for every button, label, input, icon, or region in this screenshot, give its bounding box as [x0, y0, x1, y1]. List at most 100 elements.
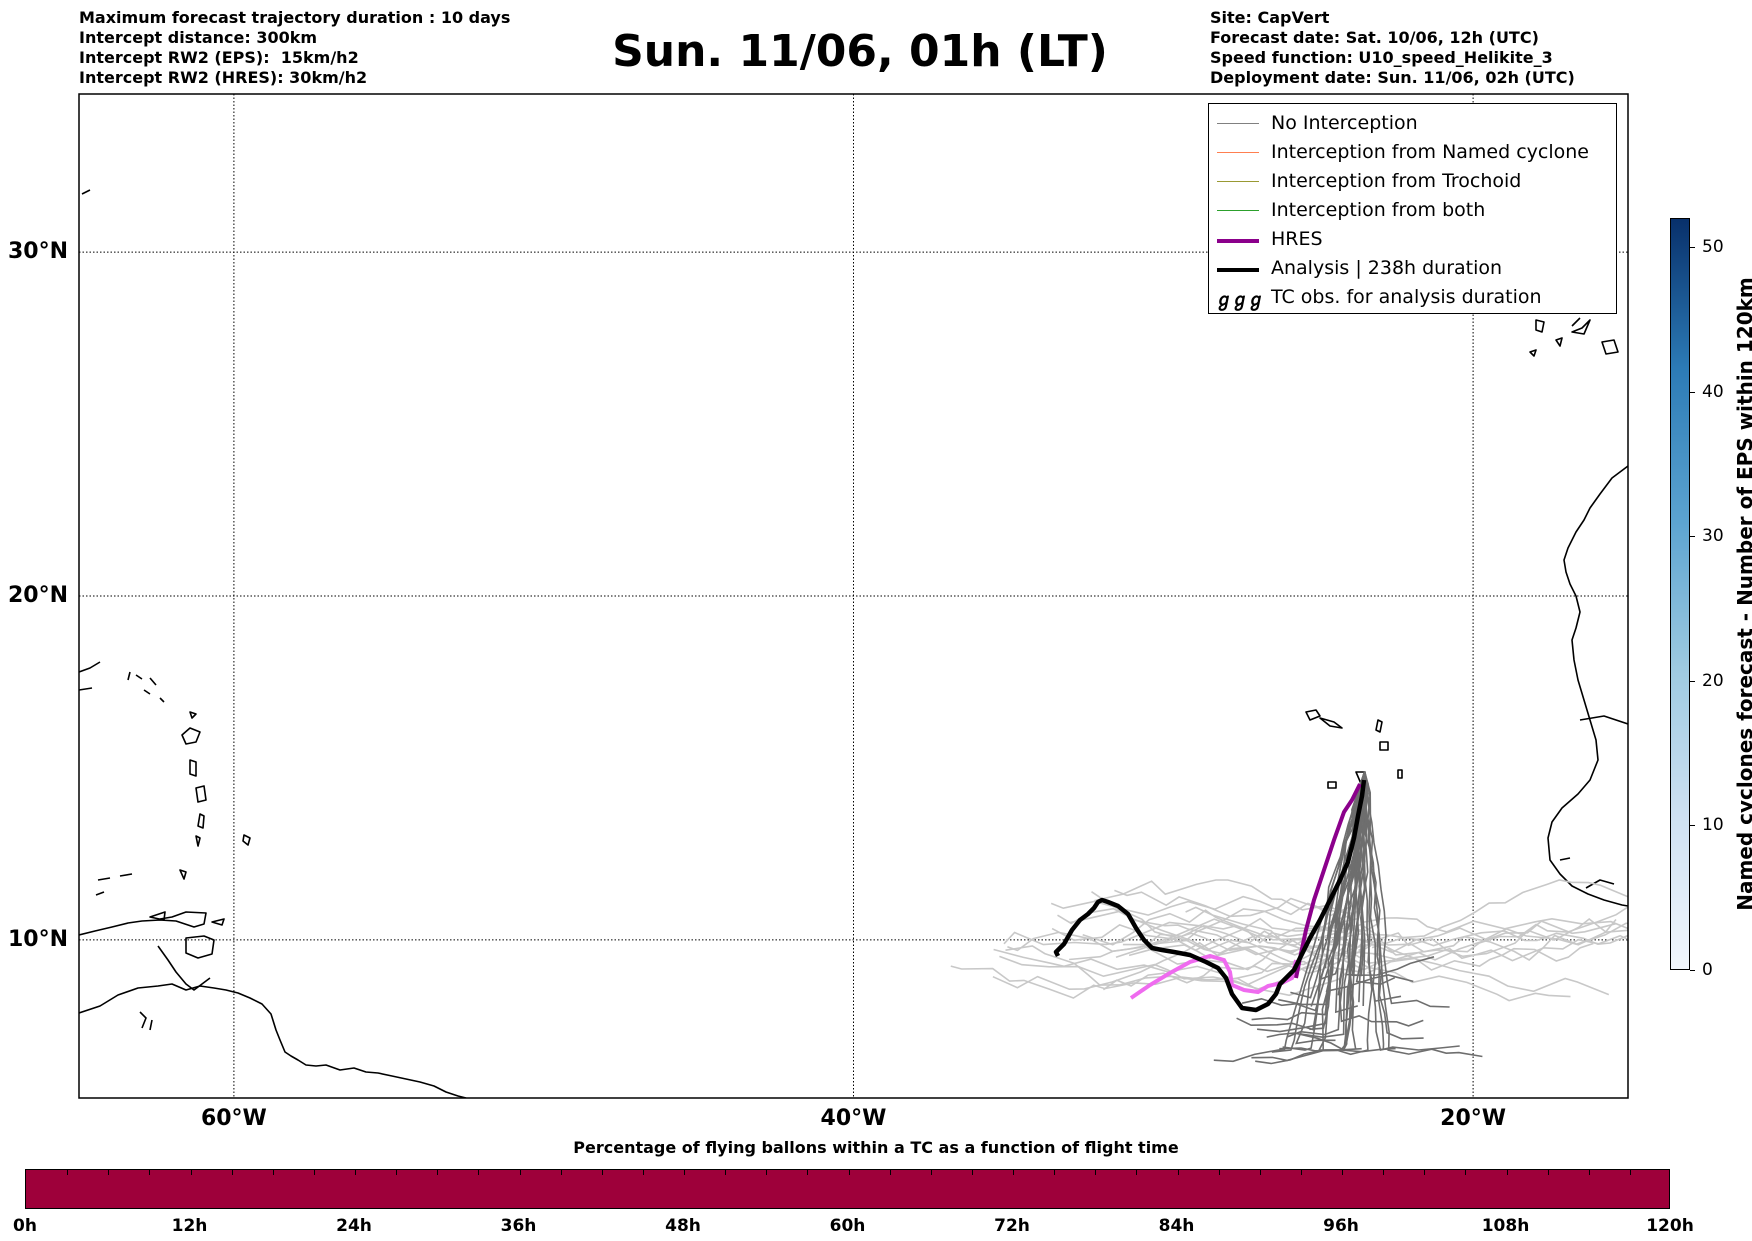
martinique-island — [195, 785, 207, 803]
eps-trajectory — [1094, 879, 1364, 914]
eps-trajectory — [1354, 937, 1610, 996]
cape-verde-maio — [1397, 769, 1403, 779]
strip-tick — [437, 1170, 439, 1175]
legend-line-swatch — [1217, 123, 1259, 124]
strip-tick — [889, 1170, 891, 1175]
strip-tick — [1300, 1170, 1302, 1175]
strip-tick — [272, 1170, 274, 1175]
colorbar-tick-label: 10 — [1702, 815, 1724, 836]
strip-tick — [190, 1170, 192, 1175]
lon-tick-label: 40°W — [820, 1106, 887, 1131]
strip-tick — [1629, 1170, 1631, 1175]
map-gridlines — [79, 94, 1628, 1098]
colorbar-title: Named cyclones forecast - Number of EPS … — [1733, 277, 1752, 911]
eps-trajectory — [1351, 906, 1628, 965]
colorbar-tick-mark — [1690, 970, 1695, 971]
strip-tick — [766, 1170, 768, 1175]
colorbar-tick-label: 30 — [1702, 526, 1724, 547]
lat-tick-label: 20°N — [8, 583, 69, 608]
puerto-rico-east — [79, 671, 157, 691]
eps-trajectory — [1363, 771, 1424, 1040]
lon-tick-label: 60°W — [200, 1106, 267, 1131]
colorbar-tick-label: 40 — [1702, 381, 1724, 402]
strip-tick — [1136, 1170, 1138, 1175]
map-frame — [78, 93, 1629, 1099]
strip-tick — [1465, 1170, 1467, 1175]
legend-line-swatch — [1217, 210, 1259, 211]
cyclone-count-colorbar — [1670, 218, 1690, 970]
max-duration-text: Maximum forecast trajectory duration : 1… — [79, 8, 511, 27]
strip-tick — [725, 1170, 727, 1175]
legend-entry: Analysis | 238h duration — [1209, 255, 1616, 283]
forecast-parameters: Maximum forecast trajectory duration : 1… — [79, 8, 510, 88]
south-america-coast — [79, 983, 467, 1098]
eps-trajectory — [1371, 879, 1628, 949]
eps-trajectory — [1213, 771, 1366, 1063]
colorbar-tick-mark — [1690, 391, 1695, 393]
canary-islands-east — [1529, 319, 1591, 357]
strip-tick — [1177, 1170, 1179, 1175]
lat-tick-label: 30°N — [8, 239, 69, 265]
flight-time-strip-title: Percentage of flying ballons within a TC… — [573, 1138, 1179, 1157]
dominica-island — [189, 759, 197, 777]
st-vincent-island — [195, 835, 201, 847]
flight-time-label: 84h — [1158, 1216, 1195, 1236]
legend-entry: Interception from Named cyclone — [1209, 139, 1616, 167]
guadeloupe-island — [181, 727, 201, 745]
map-legend: No Interception Interception from Named c… — [1208, 103, 1617, 314]
guiana-coast-islands — [139, 1011, 153, 1031]
antigua-island — [189, 711, 197, 719]
colorbar-tick-mark — [1690, 825, 1695, 827]
cape-verde-santo-antao — [1305, 709, 1321, 721]
eps-trajectory — [1299, 771, 1366, 1039]
strip-tick — [149, 1170, 151, 1175]
eps-trajectory — [1114, 889, 1356, 918]
eps-trajectory — [1282, 771, 1366, 1051]
st-lucia-island — [197, 813, 205, 829]
legend-entry: ℊℊℊ TC obs. for analysis duration — [1209, 284, 1616, 312]
eps-trajectory — [1364, 927, 1628, 954]
strip-tick — [1424, 1170, 1426, 1175]
strip-tick — [1259, 1170, 1261, 1175]
curacao-islands — [95, 873, 133, 896]
azores-fragment — [81, 189, 1581, 327]
legend-line-swatch — [1217, 268, 1259, 272]
legend-label: Analysis | 238h duration — [1271, 257, 1503, 279]
intercept-eps-text: Intercept RW2 (EPS): 15km/h2 — [79, 48, 359, 67]
flight-time-label: 108h — [1481, 1216, 1530, 1236]
legend-entry: Interception from both — [1209, 197, 1616, 225]
legend-label: Interception from Trochoid — [1271, 170, 1522, 192]
flight-time-label: 24h — [336, 1216, 372, 1236]
site-info: Site: CapVert Forecast date: Sat. 10/06,… — [1210, 8, 1575, 88]
strip-tick — [396, 1170, 398, 1175]
colorbar-tick-mark — [1690, 536, 1695, 538]
gambia-guinea-detail — [1559, 715, 1628, 889]
strip-tick — [1547, 1170, 1549, 1175]
strip-tick — [478, 1170, 480, 1175]
strip-tick — [971, 1170, 973, 1175]
eps-trajectory — [1367, 942, 1594, 974]
strip-tick — [1013, 1170, 1014, 1175]
flight-time-label: 120h — [1646, 1216, 1694, 1236]
colorbar-tick-label: 0 — [1702, 960, 1713, 980]
eps-trajectory — [1343, 771, 1368, 1051]
strip-tick — [519, 1170, 521, 1175]
virgin-islands — [79, 661, 165, 703]
legend-label: No Interception — [1271, 112, 1418, 134]
hres-trajectory-upper — [1294, 783, 1362, 979]
legend-line-swatch — [1217, 239, 1259, 243]
legend-label: Interception from both — [1271, 199, 1486, 221]
strip-tick — [1095, 1170, 1097, 1175]
legend-entry: No Interception — [1209, 110, 1616, 138]
flight-time-label: 60h — [829, 1216, 866, 1236]
legend-label: Interception from Named cyclone — [1271, 141, 1589, 163]
speed-function-text: Speed function: U10_speed_Helikite_3 — [1210, 48, 1553, 67]
cape-verde-sal — [1375, 719, 1383, 733]
strip-tick — [313, 1170, 315, 1175]
strip-tick — [848, 1170, 850, 1175]
eps-trajectory — [1363, 771, 1450, 1008]
cape-verde-sao-nicolau — [1319, 717, 1343, 729]
africa-coast — [1547, 465, 1628, 907]
strip-tick — [1506, 1170, 1508, 1175]
